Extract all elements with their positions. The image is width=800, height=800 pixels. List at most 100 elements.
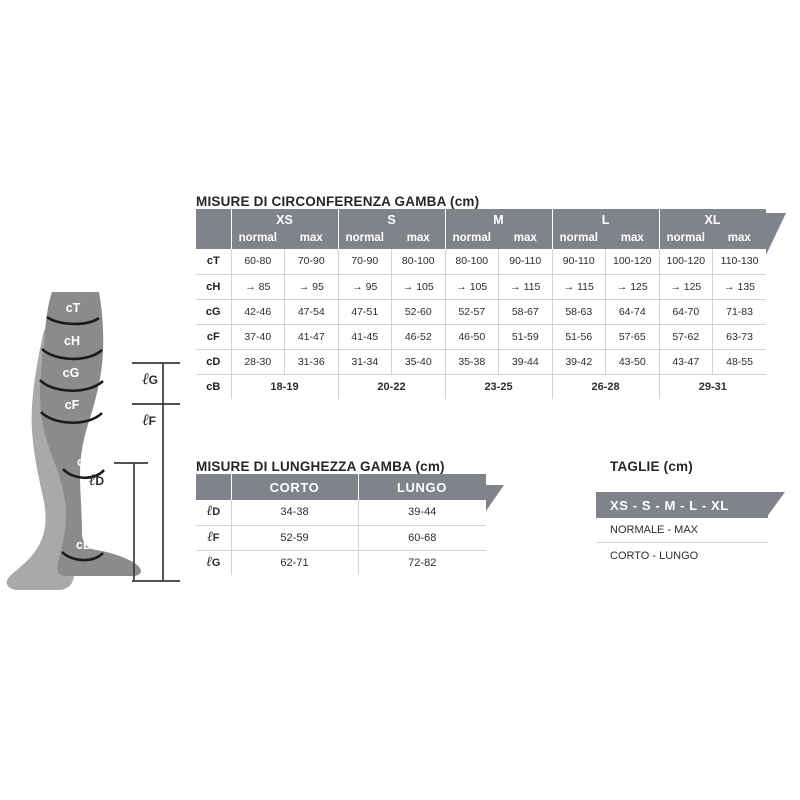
- table-row: cB 18-19 20-22 23-25 26-28 29-31: [196, 374, 766, 399]
- cell: → 115: [498, 274, 553, 300]
- circumference-header-slant: [766, 213, 786, 255]
- cell: 39-44: [358, 500, 486, 526]
- corner-cell-2: [196, 229, 231, 249]
- cell: 90-110: [552, 249, 607, 275]
- length-header-row: CORTO LUNGO: [196, 474, 486, 500]
- cell-merged: 29-31: [698, 380, 727, 393]
- row-label-cg: cG: [196, 299, 232, 325]
- subheader-l-max: max: [605, 229, 660, 249]
- cell: 39-44: [498, 349, 553, 375]
- subheader-s-normal: normal: [338, 229, 392, 249]
- cell: → 125: [659, 274, 714, 300]
- list-item: NORMALE - MAX: [596, 518, 768, 543]
- cell: 64-74: [605, 299, 660, 325]
- script-l-sub: D: [212, 506, 221, 519]
- cell: 51-59: [498, 324, 553, 350]
- table-row: cG 42-46 47-54 47-51 52-60 52-57 58-67 5…: [196, 299, 767, 325]
- cell: 110-130: [712, 249, 767, 275]
- cell: 48-55: [712, 349, 767, 375]
- circumference-body: cT 60-80 70-90 70-90 80-100 80-100 90-11…: [196, 249, 767, 399]
- figure-label-lF: ℓF: [142, 412, 156, 429]
- cell-merged: 20-22: [338, 374, 446, 399]
- cell: → 85: [231, 274, 285, 300]
- figure-label-cB: cB: [76, 538, 92, 552]
- size-header-m: M: [445, 209, 553, 229]
- cell: 100-120: [659, 249, 714, 275]
- cell: 31-36: [284, 349, 339, 375]
- sizes-line-normale-max: NORMALE - MAX: [610, 524, 699, 536]
- row-label-ch: cH: [196, 274, 232, 300]
- measure-scale-labels: ℓG ℓF ℓD: [89, 371, 158, 489]
- length-header-slant: [486, 485, 504, 511]
- cell: 52-60: [391, 299, 446, 325]
- figure-label-cH: cH: [64, 334, 80, 348]
- cell-merged: 26-28: [552, 374, 660, 399]
- cell: 43-50: [605, 349, 660, 375]
- size-header-l: L: [552, 209, 660, 229]
- table-row: ℓF 52-59 60-68: [196, 525, 486, 551]
- figure-label-cD: cD: [77, 455, 93, 469]
- cell: 37-40: [231, 324, 285, 350]
- table-row: ℓG 62-71 72-82: [196, 550, 486, 575]
- cell: 41-45: [338, 324, 392, 350]
- ring-cD: [62, 468, 106, 480]
- script-l-sub: F: [212, 531, 220, 544]
- figure-label-cG: cG: [63, 366, 80, 380]
- subheader-m-normal: normal: [445, 229, 499, 249]
- length-header-lungo: LUNGO: [358, 474, 486, 500]
- cell: 57-62: [659, 324, 714, 350]
- cell: 41-47: [284, 324, 339, 350]
- script-l: ℓ: [206, 529, 213, 545]
- row-label-cb: cB: [196, 374, 232, 399]
- cell: 100-120: [605, 249, 660, 275]
- length-title: MISURE DI LUNGHEZZA GAMBA (cm): [196, 459, 445, 474]
- subheader-l-normal: normal: [552, 229, 606, 249]
- list-item: CORTO - LUNGO: [596, 543, 768, 568]
- subheader-xl-normal: normal: [659, 229, 713, 249]
- cell: 80-100: [391, 249, 446, 275]
- cell: → 105: [391, 274, 446, 300]
- row-label-cf: cF: [196, 324, 232, 350]
- table-row: ℓD 34-38 39-44: [196, 500, 486, 526]
- table-row: cH → 85 → 95 → 95 → 105 → 105 → 115 → 11…: [196, 274, 767, 300]
- cell: 46-52: [391, 324, 446, 350]
- cell: → 95: [338, 274, 392, 300]
- row-label-cd: cD: [196, 349, 232, 375]
- subheader-xl-max: max: [712, 229, 767, 249]
- cell: → 95: [284, 274, 339, 300]
- cell: → 115: [552, 274, 607, 300]
- sizes-title: TAGLIE (cm): [610, 459, 693, 474]
- ring-cT: [46, 315, 100, 326]
- figure-label-lG: ℓG: [142, 371, 158, 388]
- cell: 60-68: [358, 525, 486, 551]
- size-header-s: S: [338, 209, 445, 229]
- cell: 47-51: [338, 299, 392, 325]
- cell: 71-83: [712, 299, 767, 325]
- figure-label-lD: ℓD: [89, 472, 105, 489]
- length-section: MISURE DI LUNGHEZZA GAMBA (cm) CORTO LUN…: [196, 459, 486, 575]
- cell: 80-100: [445, 249, 499, 275]
- sizes-section: TAGLIE (cm) XS - S - M - L - XL NORMALE …: [596, 459, 796, 568]
- normal-max-header-row: normal max normal max normal max normal …: [196, 229, 767, 249]
- cell: 39-42: [552, 349, 607, 375]
- cell: 63-73: [712, 324, 767, 350]
- cell: 35-38: [445, 349, 499, 375]
- circumference-section: MISURE DI CIRCONFERENZA GAMBA (cm) XS S …: [196, 194, 767, 399]
- cell: → 105: [445, 274, 499, 300]
- cell: 60-80: [231, 249, 285, 275]
- figure-label-cT: cT: [66, 301, 81, 315]
- cell: 52-59: [231, 525, 359, 551]
- row-label-ld: ℓD: [196, 500, 232, 526]
- sizes-band: XS - S - M - L - XL: [596, 492, 768, 518]
- circumference-rings: [39, 315, 106, 562]
- cell: 28-30: [231, 349, 285, 375]
- measure-scale: [114, 362, 180, 582]
- sizes-band-label: XS - S - M - L - XL: [610, 497, 729, 513]
- subheader-xs-normal: normal: [231, 229, 285, 249]
- table-row: cD 28-30 31-36 31-34 35-40 35-38 39-44 3…: [196, 349, 767, 375]
- subheader-s-max: max: [391, 229, 445, 249]
- corner-cell-length: [196, 474, 231, 500]
- subheader-xs-max: max: [284, 229, 338, 249]
- row-label-lf: ℓF: [196, 525, 232, 551]
